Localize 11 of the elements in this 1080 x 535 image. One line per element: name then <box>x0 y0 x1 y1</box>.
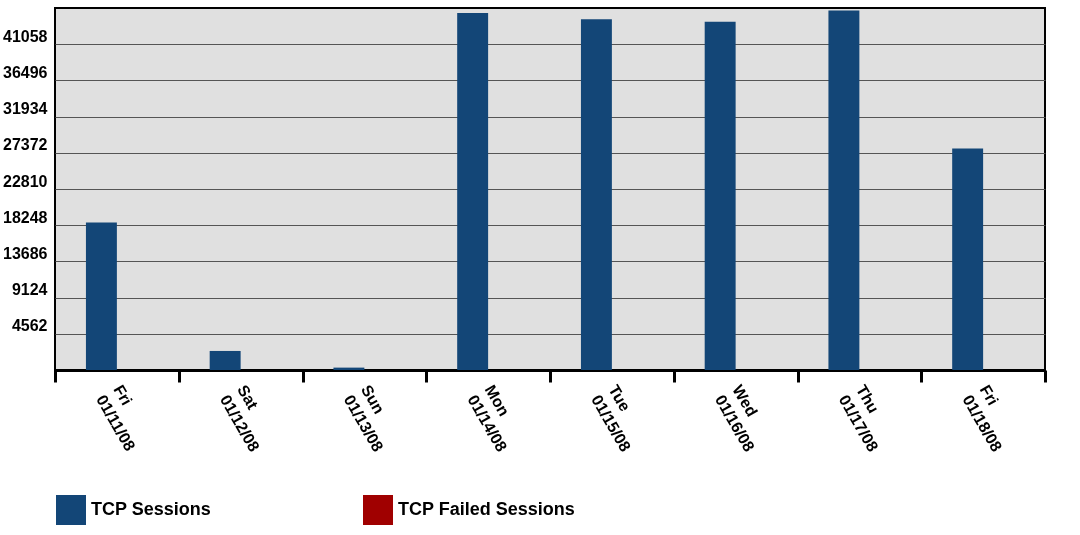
y-tick-label: 31934 <box>3 100 48 118</box>
y-tick-label: 22810 <box>3 172 48 190</box>
y-tick-label: 4562 <box>11 317 48 335</box>
legend-label: TCP Failed Sessions <box>398 499 575 519</box>
y-tick-label: 27372 <box>3 136 48 154</box>
y-tick-label: 9124 <box>11 281 48 299</box>
legend-label: TCP Sessions <box>91 499 211 519</box>
y-tick-label: 18248 <box>3 208 48 226</box>
y-tick-label: 41058 <box>3 27 48 45</box>
y-tick-label: 13686 <box>3 244 48 262</box>
y-tick-label: 36496 <box>3 63 48 81</box>
